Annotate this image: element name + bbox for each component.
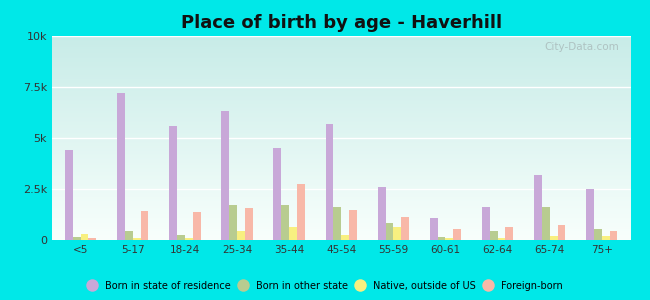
Bar — [133, 238, 140, 240]
Bar — [453, 229, 461, 240]
Bar — [222, 112, 229, 240]
Bar — [341, 235, 349, 240]
Bar — [490, 231, 498, 240]
Bar — [297, 184, 305, 240]
Bar — [594, 229, 602, 240]
Bar — [393, 227, 401, 240]
Bar — [602, 236, 610, 240]
Bar — [378, 187, 385, 240]
Bar — [229, 205, 237, 240]
Title: Place of birth by age - Haverhill: Place of birth by age - Haverhill — [181, 14, 502, 32]
Bar — [65, 150, 73, 240]
Bar — [192, 212, 201, 240]
Bar — [506, 227, 514, 240]
Bar — [237, 231, 245, 240]
Bar — [437, 237, 445, 240]
Bar — [169, 126, 177, 240]
Bar — [482, 207, 490, 240]
Bar — [542, 207, 550, 240]
Bar — [558, 225, 566, 240]
Legend: Born in state of residence, Born in other state, Native, outside of US, Foreign-: Born in state of residence, Born in othe… — [83, 278, 567, 295]
Bar — [333, 207, 341, 240]
Bar — [289, 227, 297, 240]
Bar — [274, 148, 281, 240]
Bar — [117, 93, 125, 240]
Bar — [445, 238, 453, 240]
Bar — [245, 208, 253, 240]
Bar — [498, 238, 506, 240]
Bar — [81, 234, 88, 240]
Bar — [586, 189, 594, 240]
Bar — [385, 223, 393, 240]
Bar — [125, 231, 133, 240]
Bar — [177, 235, 185, 240]
Bar — [140, 212, 148, 240]
Bar — [281, 205, 289, 240]
Bar — [349, 210, 357, 240]
Bar — [610, 231, 617, 240]
Bar — [430, 218, 437, 240]
Bar — [73, 237, 81, 240]
Bar — [326, 124, 333, 240]
Bar — [88, 238, 96, 240]
Bar — [550, 236, 558, 240]
Bar — [401, 217, 409, 240]
Bar — [185, 238, 192, 240]
Bar — [534, 175, 542, 240]
Text: City-Data.com: City-Data.com — [544, 42, 619, 52]
